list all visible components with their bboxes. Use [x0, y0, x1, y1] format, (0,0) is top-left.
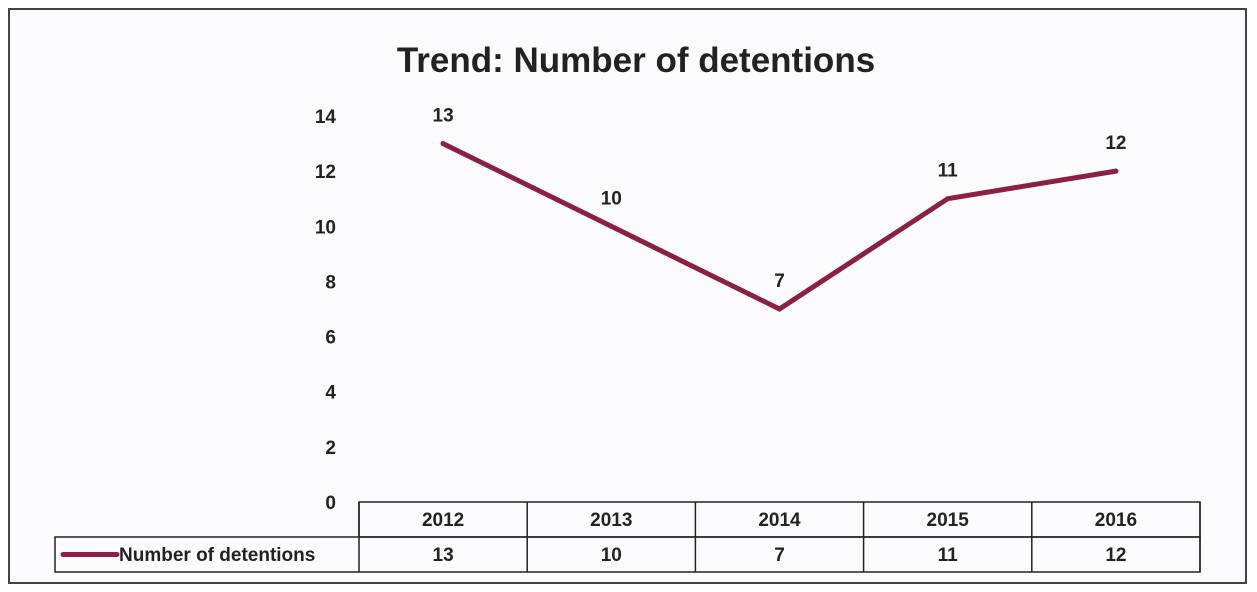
data-label: 10 [601, 188, 622, 209]
line-chart: Trend: Number of detentions 02468101214 … [54, 41, 1201, 573]
data-point [1113, 168, 1119, 174]
data-label: 12 [1105, 133, 1126, 154]
y-tick-label: 10 [315, 217, 336, 238]
y-tick-label: 12 [315, 162, 336, 183]
value-cell: 10 [601, 545, 622, 566]
y-tick-label: 6 [325, 328, 336, 349]
data-point [440, 141, 446, 147]
series-layer [440, 141, 1119, 312]
value-cell: 13 [433, 545, 454, 566]
category-cell: 2014 [758, 510, 801, 531]
category-cell: 2012 [422, 510, 464, 531]
data-labels: 13 10 7 11 12 [433, 106, 1127, 292]
data-label: 11 [938, 161, 959, 182]
chart-frame: Trend: Number of detentions 0 2 4 6 8 10 12 14 … [8, 8, 1247, 584]
legend-label: Number of detentions [119, 545, 315, 566]
data-point [945, 196, 951, 202]
data-label: 7 [774, 271, 785, 292]
value-cell: 11 [938, 545, 959, 566]
y-tick-label: 0 [325, 493, 336, 514]
y-tick-label: 2 [325, 438, 336, 459]
value-cell: 7 [774, 545, 785, 566]
data-point [608, 223, 614, 229]
data-label: 13 [433, 106, 454, 127]
category-cell: 2013 [590, 510, 632, 531]
data-point [777, 306, 782, 312]
category-cell: 2016 [1095, 510, 1137, 531]
y-tick-label: 8 [325, 272, 336, 293]
data-table: 2012 2013 2014 2015 2016 13 10 7 11 12 Number of d… [54, 501, 1201, 573]
category-cell: 2015 [927, 510, 970, 531]
y-tick-label: 14 [315, 107, 337, 128]
value-cell: 12 [1105, 545, 1126, 566]
y-tick-label: 4 [325, 383, 336, 404]
chart-title: Trend: Number of detentions [397, 41, 875, 80]
y-axis: 0 2 4 6 8 10 12 14 [315, 107, 337, 514]
